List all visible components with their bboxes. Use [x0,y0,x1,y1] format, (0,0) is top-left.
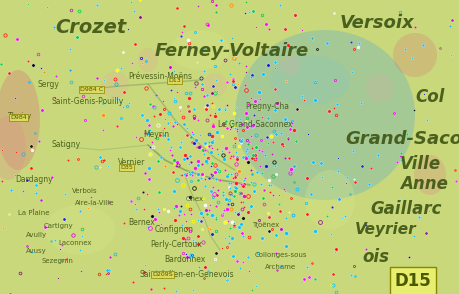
Text: Confignon: Confignon [155,225,194,234]
Ellipse shape [202,73,226,97]
Text: D35: D35 [120,165,133,170]
Text: ois: ois [361,248,388,266]
Ellipse shape [235,30,414,200]
Text: Anne: Anne [399,175,447,193]
Text: D209S: D209S [151,272,172,277]
Text: Ville: Ville [399,155,440,173]
Text: D13: D13 [168,78,180,83]
Text: Crozet: Crozet [55,18,126,37]
Text: Versoix: Versoix [339,14,414,32]
Text: Avusy: Avusy [26,248,47,254]
Text: Dardagny: Dardagny [15,175,52,184]
Text: Laconnex: Laconnex [58,240,91,246]
Text: Bernex: Bernex [128,218,154,227]
Ellipse shape [365,74,393,102]
Text: Thoiry: Thoiry [8,112,32,121]
Text: D984: D984 [10,115,27,120]
Text: Prévessin-Moëns: Prévessin-Moëns [128,72,191,81]
Ellipse shape [138,48,157,72]
Text: Avully: Avully [26,232,47,238]
Text: Veyrier: Veyrier [354,222,416,237]
Ellipse shape [413,155,445,195]
Text: Sergy: Sergy [38,80,60,89]
Text: Vernier: Vernier [118,158,145,167]
Text: Troënex: Troënex [252,222,279,228]
Text: Onex: Onex [185,196,204,202]
Text: Verbois: Verbois [72,188,97,194]
Ellipse shape [45,205,115,255]
Text: Aire-la-Ville: Aire-la-Ville [75,200,114,206]
Text: Meyrin: Meyrin [143,130,169,139]
Text: Gaillarc: Gaillarc [369,200,441,218]
Ellipse shape [269,55,349,105]
Ellipse shape [280,55,299,75]
Ellipse shape [304,170,354,230]
Ellipse shape [170,30,230,70]
Text: Saint-Genis-Pouilly: Saint-Genis-Pouilly [52,97,124,106]
Ellipse shape [0,116,26,180]
Text: Perly-Certoux: Perly-Certoux [150,240,202,249]
Text: La Plaine: La Plaine [18,210,50,216]
Ellipse shape [101,71,129,99]
Text: Pregny-Cha: Pregny-Cha [245,102,288,111]
Text: Ferney-Voltaire: Ferney-Voltaire [155,42,308,60]
Text: Cartigny: Cartigny [44,223,73,229]
Ellipse shape [0,70,40,170]
Text: Collonges-sous: Collonges-sous [254,252,307,258]
Text: Sezegnin: Sezegnin [42,258,74,264]
Text: Bardonnex: Bardonnex [164,255,205,264]
Text: Saint-Julien-en-Genevois: Saint-Julien-en-Genevois [140,270,234,279]
Text: D984 C: D984 C [80,87,103,92]
Text: D15: D15 [394,272,431,290]
Ellipse shape [392,33,436,77]
Text: Grand-Saco: Grand-Saco [344,130,459,148]
Text: Archame: Archame [264,264,296,270]
Text: Col: Col [414,88,443,106]
Text: Le Grand-Saconnex: Le Grand-Saconnex [218,120,292,129]
Text: Satigny: Satigny [52,140,81,149]
